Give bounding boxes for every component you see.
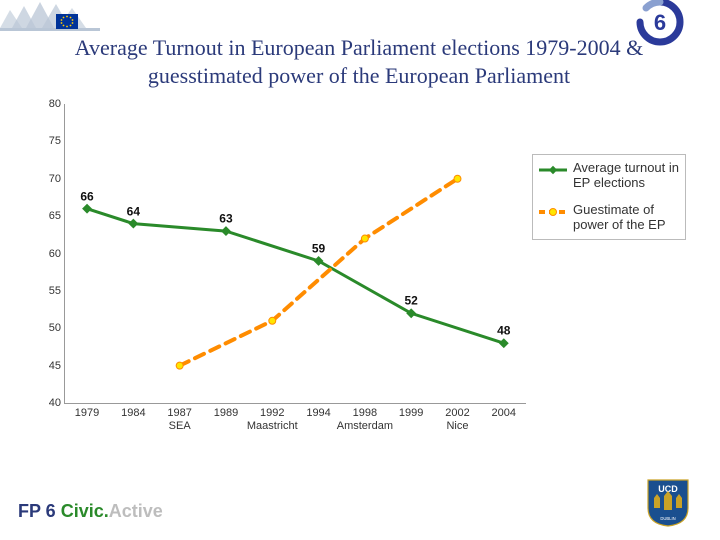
- footer-active: Active: [109, 501, 163, 521]
- slide: 6 Average Turnout in European Parliament…: [0, 0, 720, 540]
- y-tick: 50: [49, 322, 65, 334]
- y-tick: 80: [49, 98, 65, 110]
- data-label: 52: [404, 294, 417, 308]
- y-tick: 70: [49, 173, 65, 185]
- y-tick: 65: [49, 210, 65, 222]
- legend-swatch-line-icon: [539, 163, 567, 177]
- x-tick: 1987SEA: [167, 403, 191, 432]
- x-tick: 1998Amsterdam: [337, 403, 393, 432]
- x-tick: 2002Nice: [445, 403, 469, 432]
- y-tick: 75: [49, 135, 65, 147]
- footer-civic: Civic.: [61, 501, 109, 521]
- chart-svg: [65, 104, 526, 403]
- eu-parliament-logo: [0, 0, 100, 36]
- x-tick: 2004: [492, 403, 516, 420]
- x-tick: 1994: [306, 403, 330, 420]
- x-tick: 1979: [75, 403, 99, 420]
- footer-fp6: FP 6: [18, 501, 61, 521]
- data-label: 66: [80, 189, 93, 203]
- y-tick: 60: [49, 248, 65, 260]
- chart: 404550556065707580197919841987SEA1989199…: [34, 104, 686, 444]
- x-tick: 1992Maastricht: [247, 403, 298, 432]
- ucd-logo: UCD DUBLIN: [646, 478, 690, 528]
- legend-label: Guestimate of power of the EP: [573, 203, 679, 233]
- legend-swatch-dash-icon: [539, 205, 567, 219]
- svg-text:6: 6: [654, 10, 666, 35]
- x-tick: 1984: [121, 403, 145, 420]
- svg-text:DUBLIN: DUBLIN: [660, 516, 675, 521]
- legend-item: Guestimate of power of the EP: [533, 197, 685, 239]
- data-label: 59: [312, 241, 325, 255]
- page-title: Average Turnout in European Parliament e…: [60, 34, 658, 89]
- y-tick: 55: [49, 285, 65, 297]
- footer-brand: FP 6 Civic.Active: [18, 501, 163, 522]
- legend-label: Average turnout in EP elections: [573, 161, 679, 191]
- legend: Average turnout in EP elections Guestima…: [532, 154, 686, 240]
- data-label: 63: [219, 211, 232, 225]
- legend-item: Average turnout in EP elections: [533, 155, 685, 197]
- plot-area: 404550556065707580197919841987SEA1989199…: [64, 104, 526, 404]
- x-tick: 1989: [214, 403, 238, 420]
- data-label: 48: [497, 324, 510, 338]
- x-tick: 1999: [399, 403, 423, 420]
- data-label: 64: [127, 204, 140, 218]
- y-tick: 45: [49, 360, 65, 372]
- y-tick: 40: [49, 397, 65, 409]
